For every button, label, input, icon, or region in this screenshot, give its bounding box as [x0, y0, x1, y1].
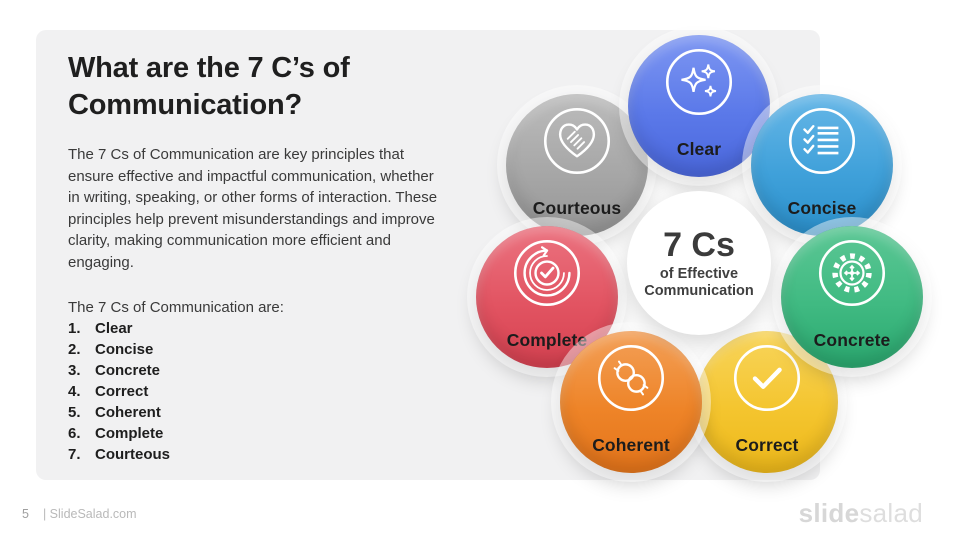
list-item-number: 7. — [68, 446, 81, 463]
text-column: What are the 7 C’s of Communication? The… — [68, 50, 446, 465]
list-item: 3. Concrete — [68, 360, 446, 381]
intro-paragraph: The 7 Cs of Communication are key princi… — [68, 146, 438, 271]
list-item: 1. Clear — [68, 318, 446, 339]
list-item: 5. Coherent — [68, 402, 446, 423]
seven-cs-list: 1. Clear 2. Concise 3. Concrete 4. Correct 5. Coh… — [68, 318, 446, 465]
page-number: 5 — [22, 507, 29, 521]
list-item-label: Complete — [95, 425, 164, 442]
list-item-number: 4. — [68, 383, 81, 400]
gear-target-icon — [817, 238, 887, 308]
list-item-number: 1. — [68, 320, 81, 337]
list-item-label: Courteous — [95, 446, 170, 463]
slidesalad-logo: slidesalad — [798, 498, 923, 528]
list-item-number: 6. — [68, 425, 81, 442]
list-item: 4. Correct — [68, 381, 446, 402]
list-item: 2. Concise — [68, 339, 446, 360]
list-item-number: 5. — [68, 404, 81, 421]
list-item-label: Concise — [95, 341, 154, 358]
footer-site-link: | SlideSalad.com — [42, 507, 137, 521]
list-item-label: Coherent — [95, 404, 161, 421]
list-item: 7. Courteous — [68, 444, 446, 465]
list-item: 6. Complete — [68, 423, 446, 444]
list-intro: The 7 Cs of Communication are: — [68, 299, 284, 316]
list-item-number: 2. — [68, 341, 81, 358]
page-title: What are the 7 C’s of Communication? — [68, 52, 350, 121]
list-item-label: Clear — [95, 320, 133, 337]
list-item-label: Concrete — [95, 362, 161, 379]
list-item-number: 3. — [68, 362, 81, 379]
list-item-label: Correct — [95, 383, 149, 400]
footer: 5 | SlideSalad.com — [22, 507, 137, 521]
